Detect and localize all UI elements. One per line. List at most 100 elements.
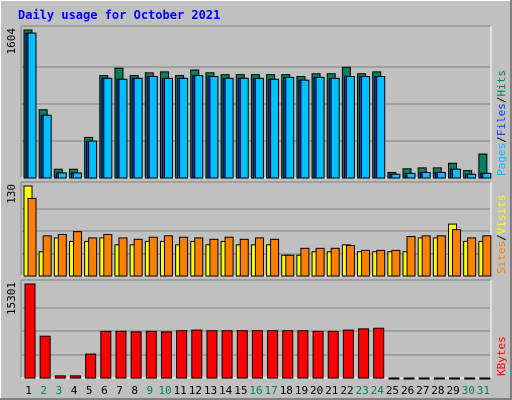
legend-pages: Pages bbox=[495, 143, 508, 176]
bar-sites bbox=[315, 247, 325, 277]
bar-sites bbox=[103, 233, 113, 277]
bar-kbytes bbox=[24, 283, 36, 379]
bar-sites bbox=[27, 197, 37, 277]
legend: Pages/Files/Hits bbox=[495, 70, 508, 176]
bar-kbytes bbox=[69, 375, 81, 379]
bar-sites bbox=[179, 236, 189, 277]
bar-kbytes bbox=[251, 330, 263, 379]
bar-kbytes bbox=[479, 377, 491, 380]
x-tick-label: 30 bbox=[462, 384, 475, 397]
legend-separator: / bbox=[495, 136, 508, 143]
bar-pages bbox=[482, 172, 492, 179]
bar-sites bbox=[300, 247, 310, 277]
bar-kbytes bbox=[206, 330, 218, 379]
bar-sites bbox=[361, 249, 371, 277]
bar-pages bbox=[452, 168, 462, 179]
x-tick-label: 20 bbox=[310, 384, 323, 397]
x-tick-label: 8 bbox=[131, 384, 138, 397]
chart-title: Daily usage for October 2021 bbox=[18, 8, 220, 22]
bar-kbytes bbox=[85, 353, 97, 379]
legend-files: Files bbox=[495, 103, 508, 136]
x-tick-label: 1 bbox=[25, 384, 32, 397]
x-tick-label: 16 bbox=[249, 384, 262, 397]
bar-kbytes bbox=[100, 330, 112, 379]
x-tick-label: 22 bbox=[340, 384, 353, 397]
bar-sites bbox=[72, 231, 82, 277]
bar-kbytes bbox=[176, 330, 188, 379]
bar-sites bbox=[391, 249, 401, 277]
x-tick-label: 4 bbox=[71, 384, 78, 397]
x-tick-label: 26 bbox=[401, 384, 414, 397]
bar-sites bbox=[285, 254, 295, 277]
legend-separator: / bbox=[495, 97, 508, 104]
bar-sites bbox=[194, 237, 204, 277]
bar-pages bbox=[194, 75, 204, 179]
bar-sites bbox=[57, 233, 67, 277]
bar-sites bbox=[452, 229, 462, 277]
x-tick-label: 19 bbox=[295, 384, 308, 397]
bar-sites bbox=[406, 236, 416, 277]
bar-pages bbox=[421, 171, 431, 179]
bar-sites bbox=[421, 235, 431, 277]
bar-sites bbox=[436, 235, 446, 277]
bar-kbytes bbox=[312, 330, 324, 379]
bar-pages bbox=[179, 77, 189, 179]
bar-pages bbox=[42, 114, 52, 179]
bar-kbytes bbox=[464, 377, 476, 380]
x-tick-label: 28 bbox=[431, 384, 444, 397]
bar-pages bbox=[72, 172, 82, 179]
bar-pages bbox=[376, 76, 386, 179]
x-tick-label: 27 bbox=[416, 384, 429, 397]
bar-pages bbox=[345, 76, 355, 179]
legend-separator: / bbox=[495, 234, 508, 241]
bar-sites bbox=[467, 237, 477, 277]
bar-pages bbox=[391, 173, 401, 179]
bar-pages bbox=[163, 77, 173, 179]
bar-pages bbox=[133, 77, 143, 179]
x-tick-label: 3 bbox=[56, 384, 63, 397]
bar-sites bbox=[239, 238, 249, 277]
bar-kbytes bbox=[449, 377, 461, 380]
legend-kbytes: KBytes bbox=[495, 336, 508, 376]
bar-sites bbox=[133, 238, 143, 277]
bar-kbytes bbox=[191, 329, 203, 379]
bar-kbytes bbox=[373, 327, 385, 379]
bar-kbytes bbox=[54, 375, 66, 379]
x-tick-label: 12 bbox=[189, 384, 202, 397]
bar-sites bbox=[482, 235, 492, 277]
x-tick-label: 25 bbox=[386, 384, 399, 397]
y-max-label: 130 bbox=[5, 184, 18, 204]
x-tick-label: 24 bbox=[371, 384, 385, 397]
x-tick-label: 15 bbox=[234, 384, 247, 397]
legend: KBytes bbox=[495, 336, 508, 376]
bar-kbytes bbox=[236, 330, 248, 379]
bar-kbytes bbox=[327, 330, 339, 379]
bar-pages bbox=[300, 79, 310, 179]
bar-pages bbox=[330, 77, 340, 179]
bar-sites bbox=[42, 235, 52, 277]
x-tick-label: 5 bbox=[86, 384, 93, 397]
bar-kbytes bbox=[418, 377, 430, 380]
bar-sites bbox=[376, 249, 386, 277]
bar-pages bbox=[406, 172, 416, 179]
bar-pages bbox=[467, 173, 477, 179]
bar-pages bbox=[118, 78, 128, 179]
bar-kbytes bbox=[221, 330, 233, 379]
y-max-label: 15301 bbox=[5, 282, 18, 315]
x-tick-label: 21 bbox=[325, 384, 338, 397]
chart-panels: 1604Pages/Files/Hits130Sites/Visits15301… bbox=[5, 25, 508, 380]
bar-pages bbox=[27, 32, 37, 179]
x-tick-label: 17 bbox=[265, 384, 278, 397]
bar-sites bbox=[270, 238, 280, 277]
x-tick-label: 13 bbox=[204, 384, 217, 397]
bar-sites bbox=[118, 237, 128, 277]
bar-sites bbox=[330, 247, 340, 277]
bar-pages bbox=[88, 140, 98, 179]
bar-pages bbox=[103, 77, 113, 179]
bar-kbytes bbox=[282, 330, 294, 379]
bar-sites bbox=[163, 235, 173, 277]
x-tick-label: 29 bbox=[446, 384, 459, 397]
x-tick-label: 6 bbox=[101, 384, 108, 397]
